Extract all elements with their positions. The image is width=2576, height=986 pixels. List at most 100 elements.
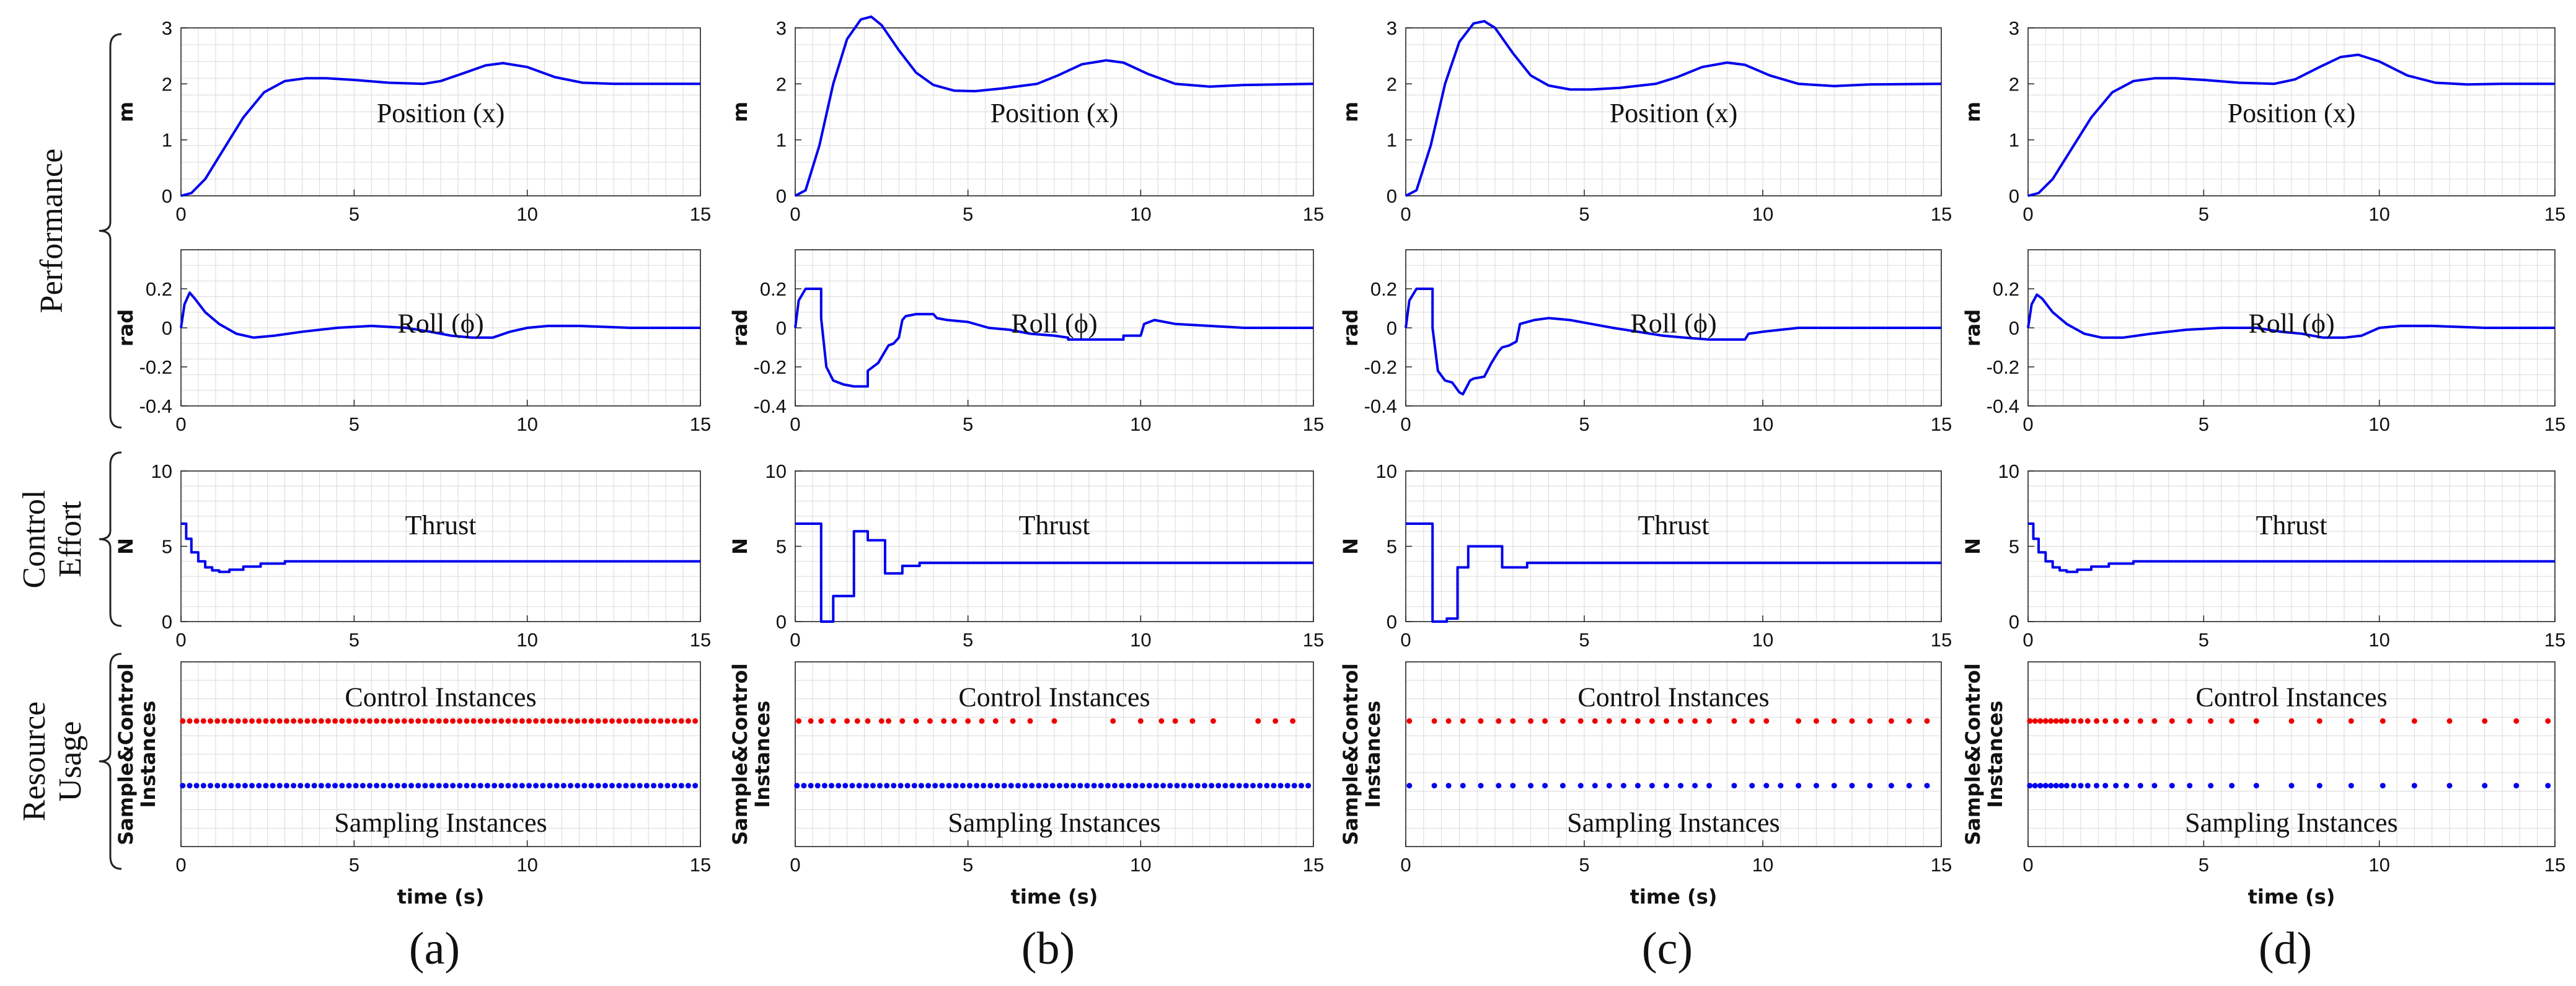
sampling-instance-dot: [842, 783, 849, 789]
control-instance-dot: [498, 718, 505, 724]
control-instance-dot: [270, 718, 276, 724]
x-tick-label: 10: [1752, 629, 1773, 651]
grid: [2027, 470, 2556, 622]
sampling-instance-dot: [1236, 783, 1242, 789]
sampling-instance-dot: [1112, 783, 1118, 789]
sampling-instance-dot: [2316, 783, 2322, 789]
control-instance-dot: [1172, 718, 1178, 724]
axes-frame: [2027, 27, 2556, 196]
sampling-instance-dot: [533, 783, 539, 789]
control-instance-dot: [540, 718, 546, 724]
x-tick-label: 10: [516, 854, 537, 876]
control-instance-dot: [1445, 718, 1452, 724]
control-instance-dot: [415, 718, 421, 724]
control-instance-dot: [2102, 718, 2109, 724]
sampling-instance-dot: [877, 783, 883, 789]
sampling-instance-dot: [1056, 783, 1062, 789]
sampling-instance-dot: [353, 783, 359, 789]
sampling-instance-dot: [974, 783, 980, 789]
control-instance-dot: [554, 718, 560, 724]
control-instance-dot: [2124, 718, 2130, 724]
grid: [180, 27, 701, 196]
control-instance-dot: [796, 718, 802, 724]
sampling-instance-dot: [2027, 783, 2033, 789]
control-instance-dot: [2545, 718, 2551, 724]
sampling-instance-dot: [1606, 783, 1612, 789]
series-annotation: Roll (ϕ): [1011, 309, 1097, 339]
control-instance-dot: [187, 718, 193, 724]
axes-frame: [1405, 661, 1942, 847]
x-tick-label: 0: [2022, 413, 2033, 435]
caption-d: (d): [2259, 923, 2312, 974]
sampling-instance-dot: [1257, 783, 1263, 789]
sampling-instance-dot: [1542, 783, 1548, 789]
control-instance-dot: [1478, 718, 1484, 724]
sampling-instance-dot: [959, 783, 966, 789]
control-instance-dot: [1678, 718, 1683, 724]
x-tick-label: 15: [1303, 629, 1324, 651]
sampling-instance-dot: [1264, 783, 1270, 789]
y-tick-label: 3: [2009, 17, 2019, 39]
sampling-instance-dot: [298, 783, 304, 789]
sampling-instance-dot: [1064, 783, 1069, 789]
panel-a-thrust: 0 5 10 15 0 5 10 N Thrust: [114, 460, 711, 651]
y-tick-label: -0.4: [1987, 395, 2019, 417]
series-line-thrust: [795, 522, 1313, 623]
sampling-instance-dot: [367, 783, 373, 789]
control-instance-dot: [623, 718, 629, 724]
x-tick-label: 5: [1579, 629, 1589, 651]
x-tick-label: 10: [2368, 413, 2389, 435]
sampling-instance-dot: [2078, 783, 2084, 789]
x-tick-label: 0: [175, 203, 186, 225]
sampling-instance-dot: [1015, 783, 1021, 789]
control-instance-dot: [339, 718, 345, 724]
sampling-instance-dot: [932, 783, 938, 789]
control-instance-dot: [568, 718, 573, 724]
control-instance-dot: [854, 718, 860, 724]
control-instance-dot: [325, 718, 331, 724]
sampling-instance-dot: [1098, 783, 1104, 789]
x-tick-label: 5: [963, 203, 973, 225]
x-tick-label: 15: [1931, 629, 1952, 651]
y-tick-label: -0.2: [1987, 356, 2019, 378]
sampling-instance-dot: [2411, 783, 2417, 789]
x-tick-label: 10: [516, 203, 537, 225]
sampling-instance-dot: [401, 783, 407, 789]
control-instances-series: [180, 718, 699, 724]
sampling-instance-dot: [1664, 783, 1669, 789]
sampling-instance-dot: [415, 783, 421, 789]
control-instance-dot: [1888, 718, 1894, 724]
control-instance-dot: [671, 718, 677, 724]
control-instance-dot: [283, 718, 289, 724]
grid: [180, 249, 701, 407]
control-instance-dot: [1649, 718, 1655, 724]
y-tick-label: 0: [776, 185, 787, 207]
sampling-instance-dot: [526, 783, 532, 789]
sampling-instances-series: [2027, 783, 2551, 789]
panel-c-roll: 0 5 10 15 -0.4 -0.2 0 0.2 rad Roll (ϕ): [1339, 249, 1952, 435]
control-instance-dot: [249, 718, 255, 724]
sampling-instance-dot: [359, 783, 366, 789]
x-tick-label: 15: [2544, 854, 2565, 876]
sampling-instance-dot: [1431, 783, 1437, 789]
y-axis-label: rad: [728, 309, 752, 346]
control-instance-dot: [560, 718, 567, 724]
control-instance-dot: [401, 718, 407, 724]
sampling-instance-dot: [1229, 783, 1235, 789]
sampling-instance-dot: [575, 783, 581, 789]
x-axis-label: time (s): [397, 885, 485, 909]
y-tick-label: -0.2: [1364, 356, 1397, 378]
sampling-instance-dot: [2042, 783, 2049, 789]
sampling-instance-dot: [1070, 783, 1077, 789]
control-instance-dot: [2078, 718, 2084, 724]
y-tick-label: 1: [162, 130, 172, 151]
sampling-instance-dot: [1277, 783, 1284, 789]
control-instance-dot: [429, 718, 435, 724]
sampling-instances-label: Sampling Instances: [334, 808, 547, 838]
sampling-instance-dot: [595, 783, 601, 789]
control-instance-dot: [2348, 718, 2354, 724]
sampling-instance-dot: [450, 783, 456, 789]
sampling-instance-dot: [692, 783, 699, 789]
panel-a-resource: 0 5 10 15 Sample&ControlInstances time (s) Con…: [114, 661, 711, 909]
sampling-instance-dot: [1215, 783, 1222, 789]
